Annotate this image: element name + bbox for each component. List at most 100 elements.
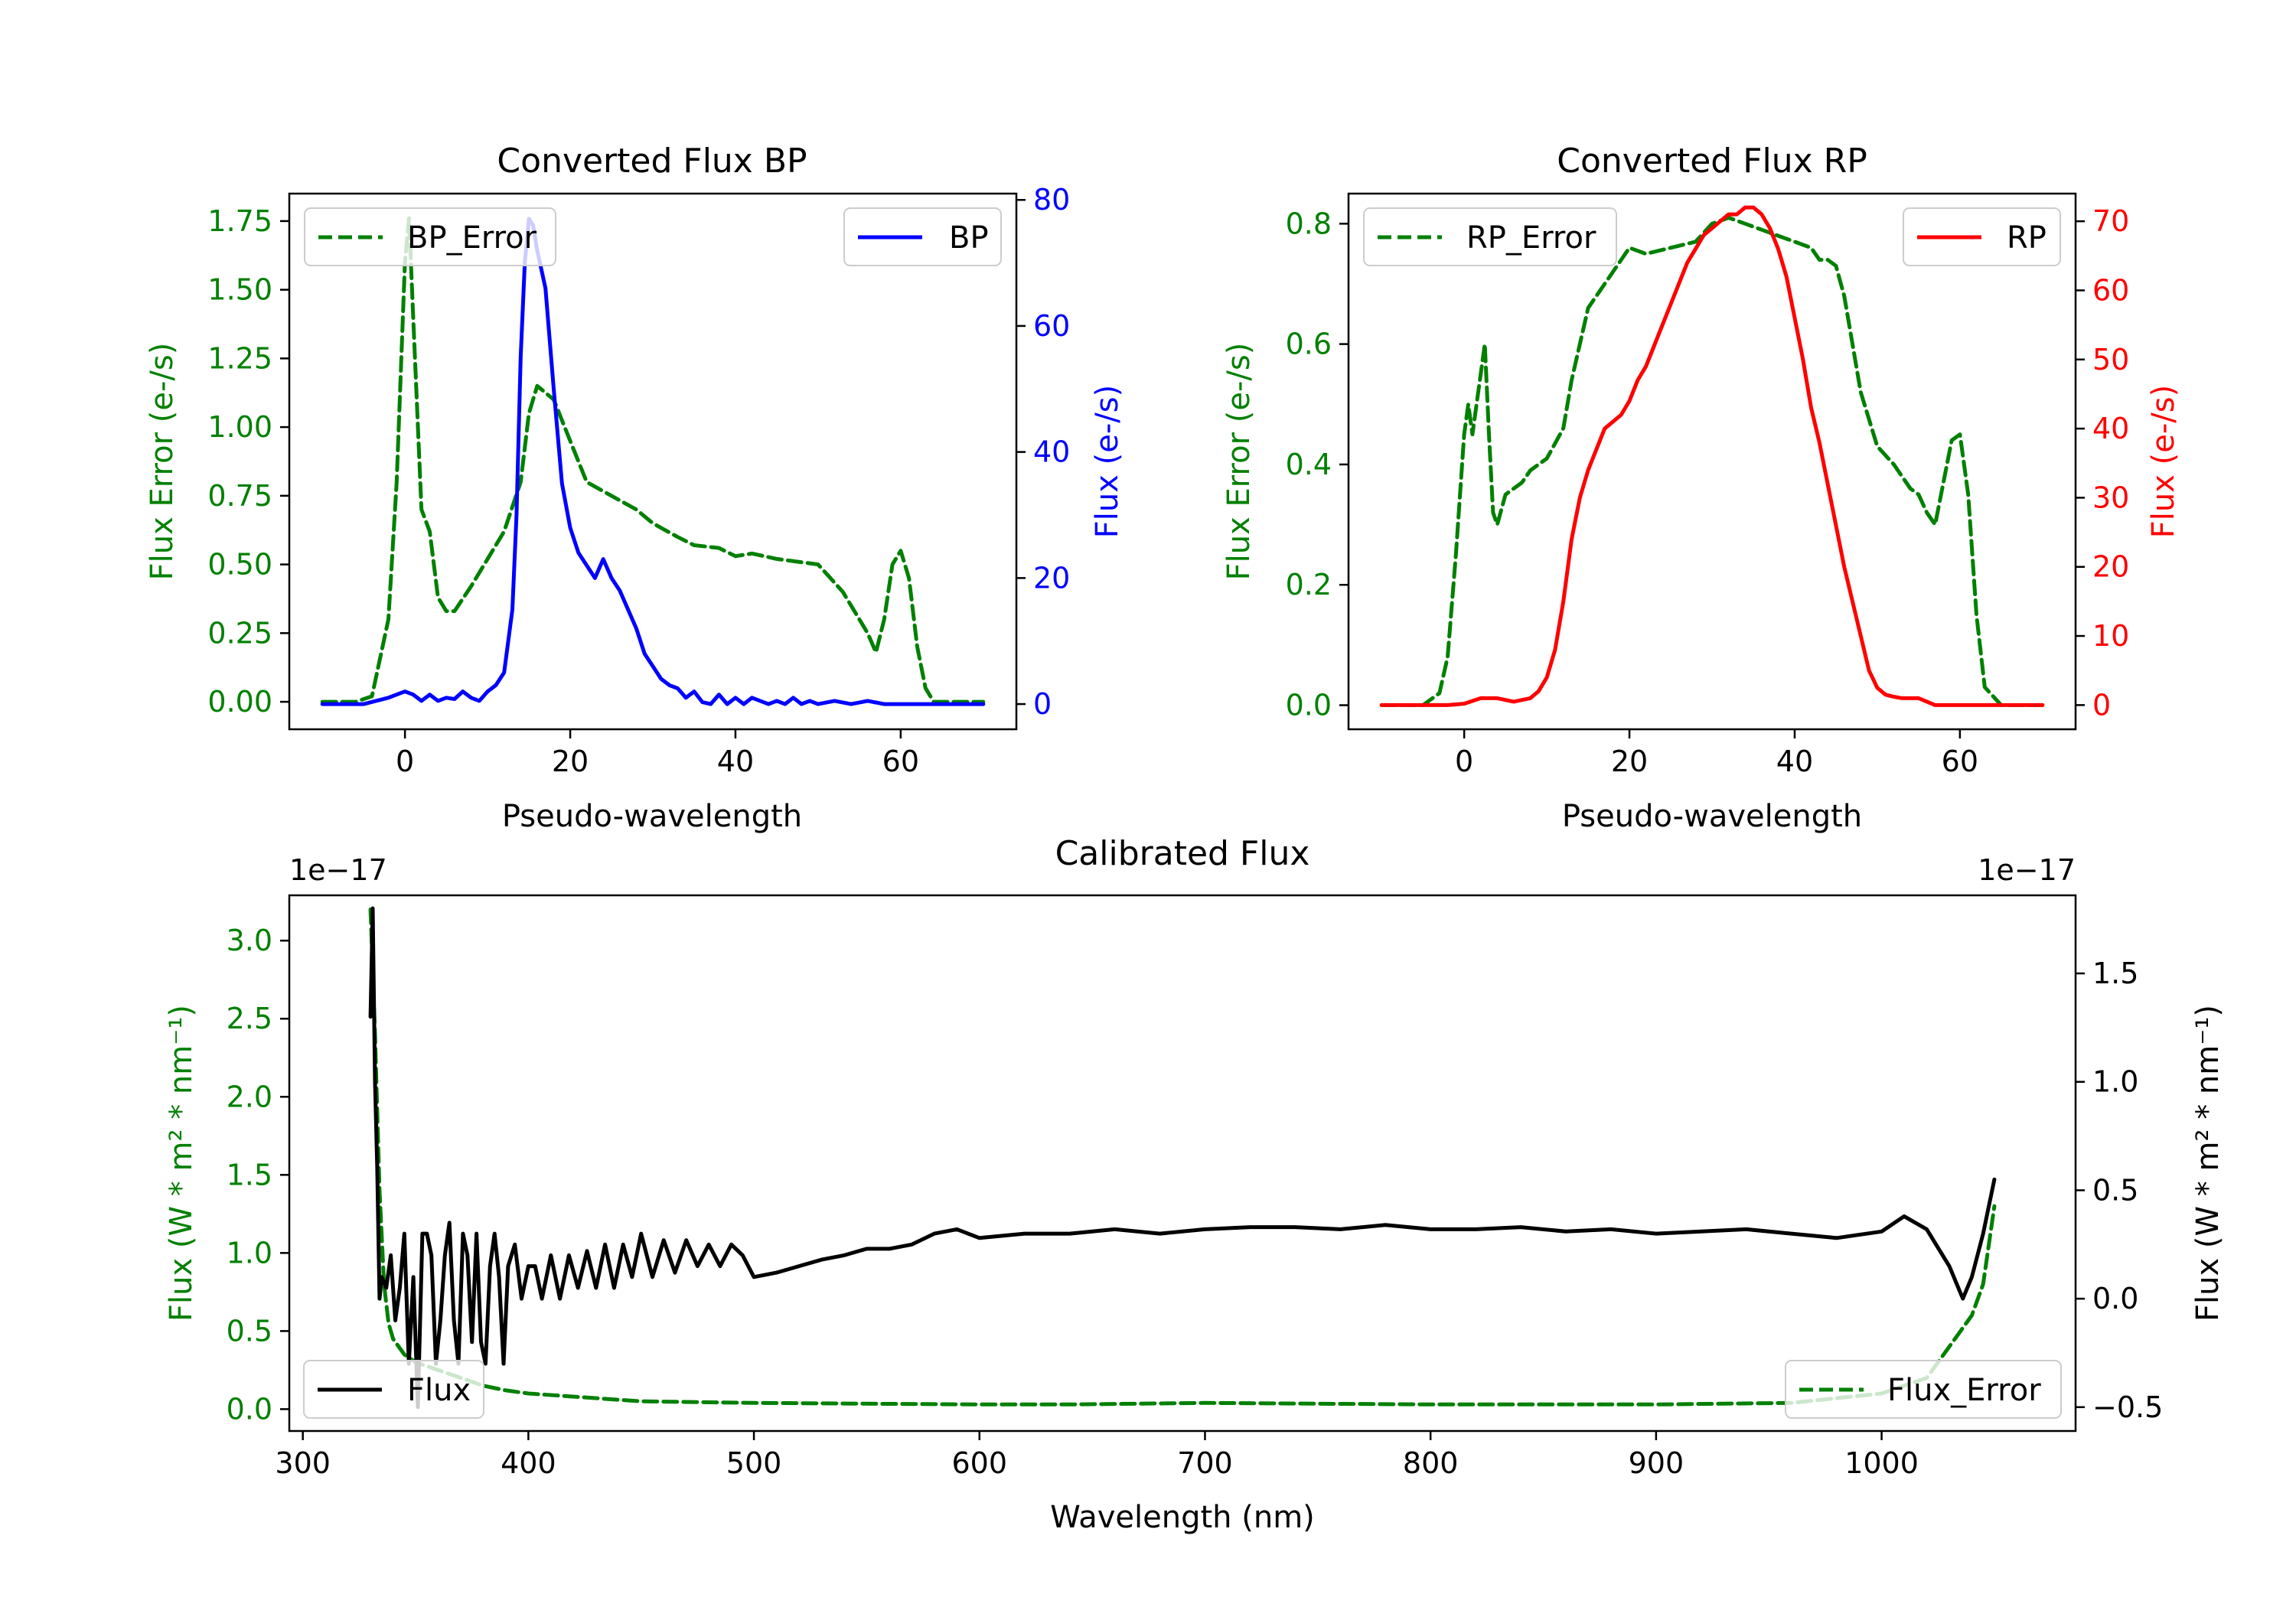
cal-left-tick-label: 0.5 (227, 1314, 272, 1348)
panel-bp: Converted Flux BP 0 20 40 60 0.000.250.500.… (145, 142, 1125, 834)
rp-x-ticks: 0 20 40 60 (1455, 729, 1978, 778)
bp-right-tick-label: 20 (1033, 561, 1070, 595)
bp-right-tick-label: 80 (1033, 183, 1070, 217)
bp-left-axis-label: Flux Error (e-/s) (145, 343, 180, 581)
cal-plot-area (368, 906, 1997, 1410)
bp-left-tick-label: 1.25 (207, 341, 272, 375)
bp-left-tick-label: 0.00 (207, 685, 272, 719)
bp-left-tick-label: 0.50 (207, 548, 272, 582)
cal-right-tick-label: −0.5 (2092, 1390, 2163, 1424)
rp-left-tick-label: 0.0 (1286, 689, 1332, 722)
rp-frame (1347, 192, 2077, 731)
cal-x-tick-label: 800 (1403, 1446, 1459, 1480)
cal-series-flux (368, 906, 1997, 1410)
cal-right-tick-label: 0.0 (2092, 1282, 2138, 1315)
bp-left-ticks: 0.00 0.25 0.50 0.75 1.00 1.25 1.50 1.75 (207, 204, 289, 719)
bp-left-tick-label: 1.00 (207, 410, 272, 444)
cal-right-tick-label: 1.5 (2092, 957, 2138, 990)
cal-right-tick-label: 1.0 (2092, 1065, 2138, 1099)
cal-left-offset: 1e−17 (289, 853, 387, 887)
rp-legend-error: RP_Error (1363, 207, 1617, 266)
cal-legend-flux: Flux (303, 1360, 484, 1419)
bp-series-bp-error (320, 216, 986, 704)
cal-right-ticks: −0.5 0.0 0.5 1.0 1.5 (2076, 957, 2163, 1424)
rp-legend-error-label: RP_Error (1466, 220, 1596, 256)
rp-x-label: Pseudo-wavelength (1562, 799, 1862, 834)
cal-x-ticks: 300 400 500 600 700 800 900 1000 (275, 1431, 1919, 1480)
rp-left-tick-label: 0.2 (1286, 568, 1332, 601)
rp-left-ticks: 0.0 0.2 0.4 0.6 0.8 (1286, 207, 1349, 722)
rp-left-tick-label: 0.6 (1286, 328, 1332, 361)
bp-right-axis-label: Flux (e-/s) (1090, 385, 1125, 538)
cal-left-ticks: 0.0 0.5 1.0 1.5 2.0 2.5 3.0 (227, 924, 289, 1426)
cal-x-tick-label: 500 (726, 1446, 782, 1480)
cal-x-tick-label: 1000 (1844, 1446, 1919, 1480)
cal-left-axis-label: Flux (W * m² * nm⁻¹) (164, 1005, 199, 1322)
bp-right-ticks: 0 20 40 60 80 (1016, 183, 1070, 721)
bp-plot-area (320, 216, 986, 706)
bp-x-tick-label: 60 (882, 745, 919, 778)
bp-right-tick-label: 60 (1033, 309, 1070, 343)
rp-legend-flux-label: RP (2007, 220, 2047, 256)
cal-left-tick-label: 1.5 (227, 1158, 272, 1191)
bp-title: Converted Flux BP (497, 142, 807, 181)
rp-right-tick-label: 40 (2092, 412, 2129, 445)
bp-x-label: Pseudo-wavelength (502, 799, 802, 834)
bp-left-tick-label: 0.25 (207, 616, 272, 650)
rp-x-tick-label: 20 (1611, 745, 1648, 778)
cal-right-axis-label: Flux (W * m² * nm⁻¹) (2190, 1005, 2226, 1322)
bp-legend-flux: BP (843, 207, 1002, 266)
rp-left-axis-label: Flux Error (e-/s) (1221, 343, 1257, 581)
bp-right-tick-label: 40 (1033, 435, 1070, 469)
bp-frame (288, 192, 1018, 731)
rp-x-tick-label: 40 (1776, 745, 1813, 778)
bp-legend-error-label: BP_Error (407, 220, 537, 256)
rp-series-rp (1379, 205, 2045, 707)
cal-x-tick-label: 900 (1629, 1446, 1684, 1480)
rp-x-tick-label: 60 (1942, 745, 1978, 778)
cal-left-tick-label: 1.0 (227, 1236, 272, 1270)
cal-legend-flux-label: Flux (407, 1373, 471, 1408)
rp-right-tick-label: 30 (2092, 481, 2129, 514)
cal-x-tick-label: 700 (1177, 1446, 1233, 1480)
cal-x-tick-label: 300 (275, 1446, 331, 1480)
bp-x-tick-label: 20 (552, 745, 589, 778)
cal-title: Calibrated Flux (1055, 834, 1310, 873)
bp-series-bp (320, 217, 986, 706)
rp-x-tick-label: 0 (1455, 745, 1473, 778)
cal-left-tick-label: 0.0 (227, 1392, 272, 1426)
rp-series-rp-error (1379, 216, 2045, 707)
cal-left-tick-label: 2.0 (227, 1080, 272, 1113)
cal-left-tick-label: 2.5 (227, 1002, 272, 1035)
rp-plot-area (1379, 205, 2045, 707)
bp-legend-flux-label: BP (949, 220, 989, 256)
bp-right-tick-label: 0 (1033, 687, 1052, 721)
cal-right-tick-label: 0.5 (2092, 1173, 2138, 1207)
rp-right-tick-label: 70 (2092, 204, 2129, 238)
cal-x-tick-label: 400 (501, 1446, 556, 1480)
panel-rp: Converted Flux RP 0 20 40 60 0.00.20.40.60.… (1221, 142, 2181, 834)
cal-frame (288, 894, 2077, 1433)
rp-right-tick-label: 60 (2092, 273, 2129, 307)
bp-x-tick-label: 40 (717, 745, 754, 778)
cal-legend-error-label: Flux_Error (1887, 1373, 2041, 1408)
rp-right-axis-label: Flux (e-/s) (2146, 385, 2181, 538)
cal-right-offset: 1e−17 (1978, 853, 2076, 887)
bp-x-tick-label: 0 (396, 745, 414, 778)
rp-right-tick-label: 0 (2092, 688, 2111, 722)
cal-left-tick-label: 3.0 (227, 924, 272, 957)
bp-left-tick-label: 1.75 (207, 204, 272, 238)
bp-left-tick-label: 1.50 (207, 273, 272, 307)
cal-x-label: Wavelength (nm) (1050, 1500, 1315, 1535)
rp-title: Converted Flux RP (1557, 142, 1867, 181)
cal-legend-error: Flux_Error (1785, 1360, 2062, 1419)
rp-legend-flux: RP (1903, 207, 2061, 266)
rp-left-tick-label: 0.4 (1286, 448, 1332, 481)
rp-right-tick-label: 10 (2092, 619, 2129, 653)
rp-right-ticks: 0 10 20 30 40 50 60 70 (2076, 204, 2129, 722)
bp-x-ticks: 0 20 40 60 (396, 729, 919, 778)
rp-left-tick-label: 0.8 (1286, 207, 1332, 240)
bp-left-tick-label: 0.75 (207, 479, 272, 513)
bp-legend-error: BP_Error (304, 207, 556, 266)
